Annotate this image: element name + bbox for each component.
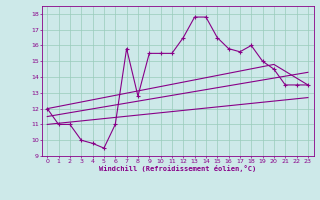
X-axis label: Windchill (Refroidissement éolien,°C): Windchill (Refroidissement éolien,°C) [99,165,256,172]
